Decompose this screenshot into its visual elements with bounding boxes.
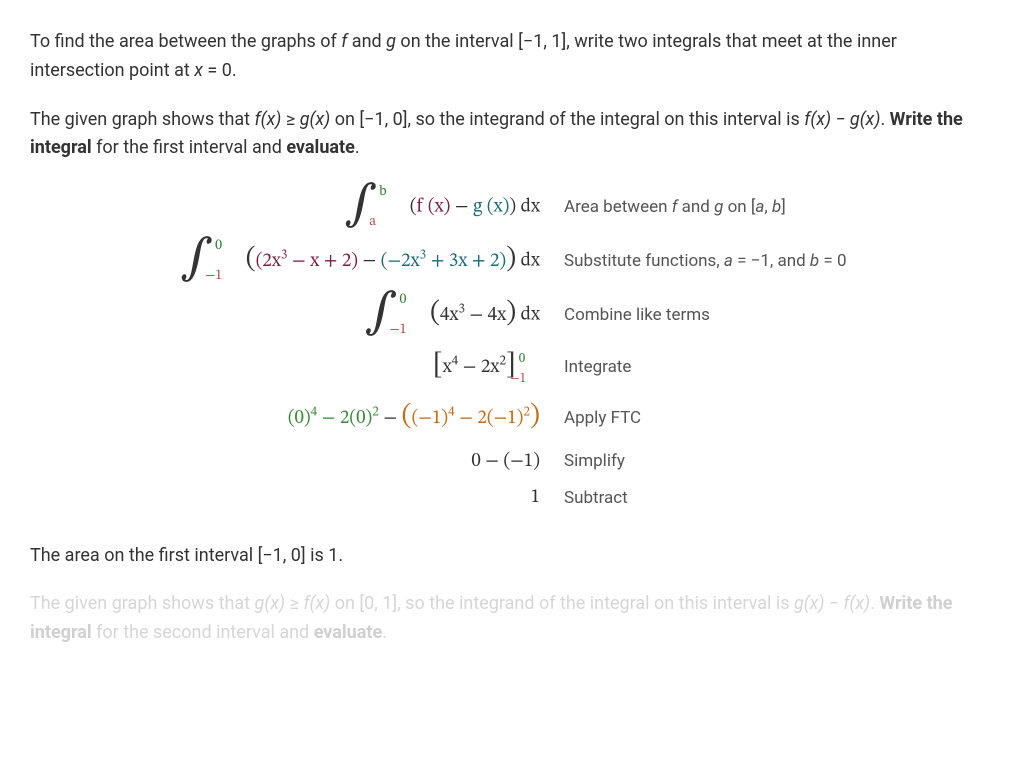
p1-text-d: = 0. (203, 60, 237, 81)
dx: dx (521, 306, 540, 325)
ftc-lower: ((−1)4 − 2(−1)2) (401, 409, 540, 428)
close-paren-big: ) (506, 245, 516, 273)
antideriv: x4 − 2x2 (443, 358, 506, 377)
math-row-7-expr: 1 (30, 483, 540, 513)
math-row-7-explain: Subtract (564, 485, 994, 512)
eval-limits: 0−1 (518, 353, 540, 383)
f-term: f (x) (417, 198, 451, 217)
g-expr: (−2x3 + 3x + 2) (381, 252, 507, 271)
integral-limits: 0 −1 (213, 237, 241, 285)
combined-expr: 4x3 − 4x (440, 306, 506, 325)
lower-limit: −1 (205, 265, 222, 287)
paragraph-1: To find the area between the graphs of f… (30, 28, 994, 86)
math-row-2-expr: ∫ 0 −1 ((2x3 − x + 2) − (−2x3 + 3x + 2))… (30, 237, 540, 285)
paragraph-4-faded: The given graph shows that g(x) ≥ f(x) o… (30, 590, 994, 648)
dx: dx (521, 252, 540, 271)
p4-text-h: . (382, 622, 387, 643)
math-row-5: (0)4 − 2(0)2 − ((−1)4 − 2(−1)2) Apply FT… (30, 396, 994, 441)
p4-text-c: on [0, 1], so the integrand of the integ… (330, 593, 794, 614)
math-row-3-expr: ∫ 0 −1 (4x3 − 4x) dx (30, 291, 540, 339)
p2-fx: f(x) (255, 109, 282, 130)
math-row-6-expr: 0 − (−1) (30, 447, 540, 477)
upper-limit: 0 (215, 235, 222, 257)
p4-bold-eval: evaluate (314, 622, 383, 643)
math-row-5-expr: (0)4 − 2(0)2 − ((−1)4 − 2(−1)2) (30, 396, 540, 441)
integral-limits: b a (377, 183, 405, 231)
p1-text-a: To find the area between the graphs of (30, 31, 341, 52)
p1-text-b: and (347, 31, 386, 52)
close-paren: ) dx (509, 198, 540, 217)
upper-limit: b (379, 181, 386, 203)
open-paren-big: ( (246, 245, 256, 273)
p2-text-h: . (355, 137, 360, 158)
open-paren: ( (410, 198, 417, 217)
math-row-3: ∫ 0 −1 (4x3 − 4x) dx Combine like terms (30, 291, 994, 339)
math-row-3-explain: Combine like terms (564, 302, 994, 329)
close-paren-big: ) (506, 299, 516, 327)
g-term: g (x) (473, 198, 509, 217)
math-row-4-explain: Integrate (564, 354, 994, 381)
p1-g: g (386, 31, 396, 52)
p4-gx: g(x) (255, 593, 286, 614)
math-row-6-explain: Simplify (564, 448, 994, 475)
p4-diff: g(x) − f(x) (794, 593, 870, 614)
p4-text-b: ≥ (285, 593, 303, 614)
math-row-1: ∫ b a (f (x) − g (x)) dx Area between f … (30, 183, 994, 231)
p4-text-f: for the second interval and (92, 622, 314, 643)
p2-text-b: ≥ (281, 109, 299, 130)
p4-text-d: . (870, 593, 879, 614)
lower-limit: a (369, 211, 376, 233)
p2-diff: f(x) − g(x) (804, 109, 880, 130)
p2-text-d: . (880, 109, 889, 130)
math-row-1-expr: ∫ b a (f (x) − g (x)) dx (30, 183, 540, 231)
lower-limit: −1 (389, 319, 406, 341)
math-row-2-explain: Substitute functions, a = −1, and b = 0 (564, 248, 994, 275)
math-row-1-explain: Area between f and g on [a, b] (564, 194, 994, 221)
paragraph-3: The area on the first interval [−1, 0] i… (30, 542, 994, 571)
p1-x: x (194, 60, 203, 81)
f-expr: (2x3 − x + 2) (256, 252, 358, 271)
p2-gx: g(x) (300, 109, 331, 130)
integral-limits: 0 −1 (397, 291, 425, 339)
math-row-5-explain: Apply FTC (564, 405, 994, 432)
p4-fx: f(x) (303, 593, 330, 614)
p2-text-f: for the first interval and (92, 137, 287, 158)
open-bracket: [ (433, 351, 443, 379)
paragraph-2: The given graph shows that f(x) ≥ g(x) o… (30, 106, 994, 164)
p2-bold-eval: evaluate (286, 137, 355, 158)
minus: − (383, 409, 401, 428)
ftc-upper: (0)4 − 2(0)2 (288, 409, 379, 428)
math-row-2: ∫ 0 −1 ((2x3 − x + 2) − (−2x3 + 3x + 2))… (30, 237, 994, 285)
p2-text-a: The given graph shows that (30, 109, 255, 130)
minus: − (363, 252, 381, 271)
math-row-7: 1 Subtract (30, 483, 994, 513)
math-row-6: 0 − (−1) Simplify (30, 447, 994, 477)
upper-limit: 0 (399, 289, 406, 311)
minus: − (455, 198, 473, 217)
math-row-4-expr: [x4 − 2x2]0−1 (30, 345, 540, 390)
math-derivation: ∫ b a (f (x) − g (x)) dx Area between f … (30, 183, 994, 513)
p2-text-c: on [−1, 0], so the integrand of the inte… (330, 109, 804, 130)
page-content: To find the area between the graphs of f… (0, 0, 1024, 648)
math-row-4: [x4 − 2x2]0−1 Integrate (30, 345, 994, 390)
p4-text-a: The given graph shows that (30, 593, 255, 614)
open-paren-big: ( (430, 299, 440, 327)
